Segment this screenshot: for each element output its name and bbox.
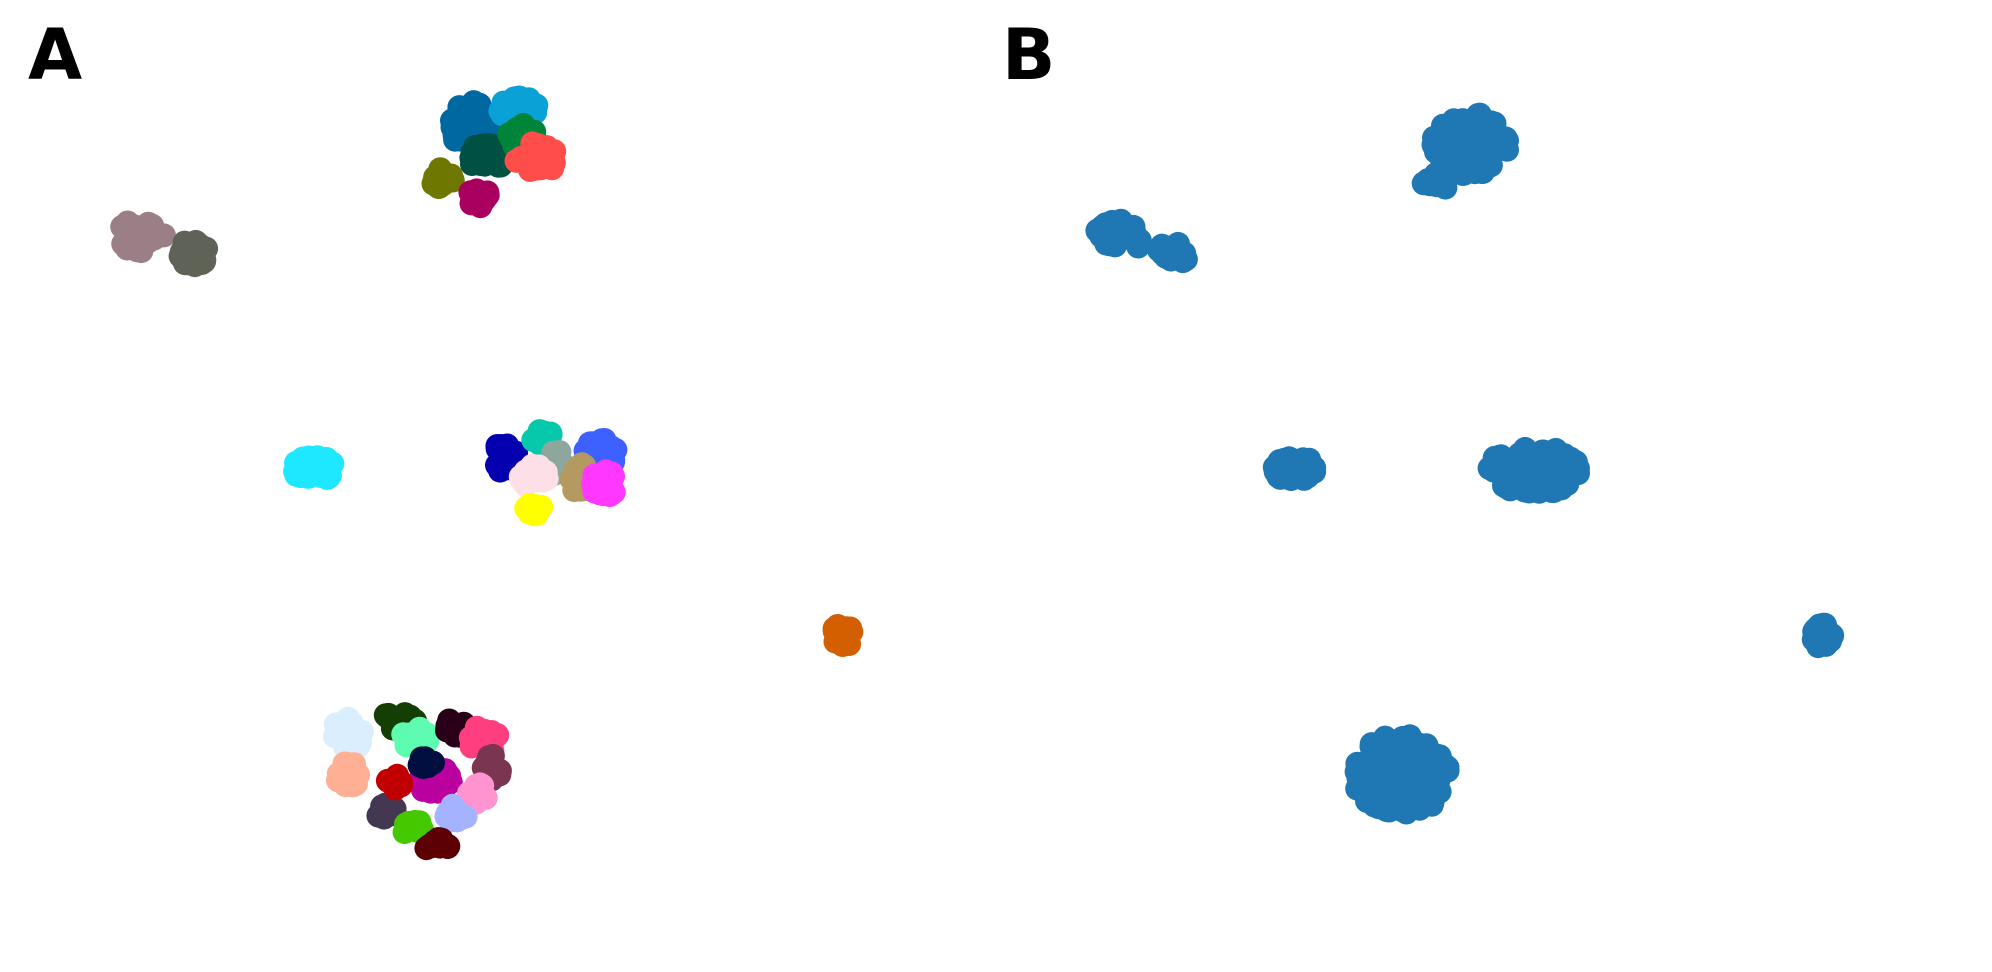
data-point: [407, 753, 432, 778]
panel-a: A: [0, 0, 980, 972]
data-point: [1127, 228, 1152, 253]
cluster-a-15: [508, 453, 559, 497]
data-point: [511, 112, 536, 137]
data-point: [1481, 121, 1506, 146]
cluster-b-0: [1085, 208, 1152, 259]
data-point: [471, 134, 496, 159]
data-point: [174, 248, 199, 273]
data-point: [1458, 121, 1483, 146]
data-point: [439, 163, 463, 188]
cluster-a-1: [168, 229, 219, 278]
data-point: [460, 152, 484, 176]
data-point: [1432, 752, 1456, 777]
cluster-a-16: [581, 459, 626, 508]
data-point: [1467, 102, 1492, 127]
data-point: [1405, 744, 1430, 769]
data-point: [529, 494, 554, 519]
data-point: [1558, 446, 1583, 471]
data-point: [829, 628, 854, 653]
cluster-a-33: [407, 746, 445, 779]
data-point: [116, 229, 141, 254]
cluster-a-29: [366, 792, 407, 830]
data-point: [486, 153, 511, 178]
panel-label-b: B: [1002, 14, 1056, 96]
data-point: [1295, 464, 1320, 489]
data-point: [475, 180, 500, 205]
data-point: [1818, 628, 1843, 653]
data-point: [392, 820, 417, 845]
data-point: [317, 464, 342, 489]
data-point: [1419, 779, 1444, 804]
cluster-b-3: [1411, 157, 1458, 200]
data-point: [1452, 161, 1477, 186]
data-point: [509, 466, 534, 491]
data-point: [375, 705, 400, 729]
data-point: [456, 781, 481, 806]
cluster-a-28: [434, 793, 478, 833]
data-point: [305, 445, 330, 470]
cluster-b-6: [1801, 612, 1845, 659]
data-point: [435, 800, 460, 825]
cluster-a-8: [458, 178, 500, 219]
scatter-plot-b: [1085, 102, 1845, 825]
data-point: [375, 768, 400, 793]
cluster-a-17: [514, 493, 554, 527]
data-point: [541, 149, 566, 174]
cluster-b-7: [1344, 724, 1460, 825]
cluster-a-31: [414, 827, 461, 861]
cluster-a-6: [504, 131, 567, 182]
data-point: [590, 482, 615, 507]
cluster-a-32: [375, 763, 413, 801]
data-point: [1170, 249, 1195, 274]
cluster-b-1: [1147, 231, 1198, 274]
scatter-plot-a: [110, 85, 864, 861]
data-point: [1105, 227, 1130, 252]
cluster-b-4: [1262, 446, 1327, 492]
cluster-a-10: [485, 433, 529, 483]
data-point: [599, 461, 624, 486]
cluster-a-9: [283, 445, 345, 490]
cluster-b-5: [1477, 436, 1590, 504]
data-point: [1359, 749, 1383, 774]
data-point: [1391, 798, 1416, 823]
panel-label-a: A: [28, 14, 83, 96]
data-point: [1539, 461, 1563, 486]
data-point: [288, 464, 313, 488]
data-point: [1368, 790, 1393, 815]
data-point: [1512, 469, 1537, 494]
panel-b: B: [980, 0, 1992, 972]
cluster-a-24: [326, 751, 371, 798]
cluster-a-18: [822, 614, 864, 657]
data-point: [366, 803, 391, 828]
data-point: [1478, 153, 1503, 178]
data-point: [1493, 472, 1518, 497]
data-point: [423, 833, 448, 858]
cluster-a-0: [110, 210, 176, 264]
data-point: [457, 104, 482, 128]
data-point: [437, 764, 462, 788]
data-point: [507, 85, 532, 110]
data-point: [1429, 162, 1454, 187]
data-point: [151, 223, 176, 248]
data-point: [326, 768, 350, 793]
cluster-a-7: [421, 157, 465, 200]
data-point: [1389, 772, 1414, 797]
